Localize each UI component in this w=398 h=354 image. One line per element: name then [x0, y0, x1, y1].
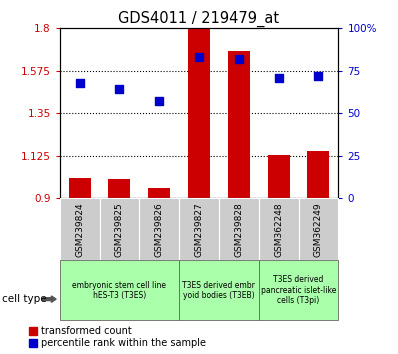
Point — [236, 56, 242, 62]
Point — [156, 98, 162, 104]
Bar — [60, 198, 100, 260]
Text: GSM239828: GSM239828 — [234, 202, 243, 257]
Text: GSM239825: GSM239825 — [115, 202, 124, 257]
Bar — [188, 29, 210, 198]
Text: GSM362248: GSM362248 — [274, 202, 283, 257]
Point — [76, 80, 83, 86]
Bar — [148, 188, 170, 198]
Text: embryonic stem cell line
hES-T3 (T3ES): embryonic stem cell line hES-T3 (T3ES) — [72, 281, 166, 300]
Text: T3ES derived embr
yoid bodies (T3EB): T3ES derived embr yoid bodies (T3EB) — [182, 281, 256, 300]
Bar — [267, 155, 289, 198]
Bar — [179, 198, 219, 260]
Bar — [308, 152, 330, 198]
Text: cell type: cell type — [2, 294, 47, 304]
Point — [196, 55, 202, 60]
Text: T3ES derived
pancreatic islet-like
cells (T3pi): T3ES derived pancreatic islet-like cells… — [261, 275, 336, 305]
Text: GSM239827: GSM239827 — [195, 202, 203, 257]
Bar — [108, 179, 131, 198]
Text: GSM239824: GSM239824 — [75, 202, 84, 257]
Bar — [68, 178, 90, 198]
Bar — [60, 260, 179, 320]
Bar — [219, 198, 259, 260]
Text: GSM362249: GSM362249 — [314, 202, 323, 257]
Title: GDS4011 / 219479_at: GDS4011 / 219479_at — [119, 11, 279, 27]
Legend: transformed count, percentile rank within the sample: transformed count, percentile rank withi… — [29, 326, 207, 348]
Bar — [179, 260, 259, 320]
Point — [315, 73, 322, 79]
Point — [275, 75, 282, 80]
Text: GSM239826: GSM239826 — [155, 202, 164, 257]
Bar — [298, 198, 338, 260]
Bar — [259, 198, 298, 260]
Bar — [228, 51, 250, 198]
Bar — [259, 260, 338, 320]
Point — [116, 87, 123, 92]
Bar — [139, 198, 179, 260]
Bar — [100, 198, 139, 260]
